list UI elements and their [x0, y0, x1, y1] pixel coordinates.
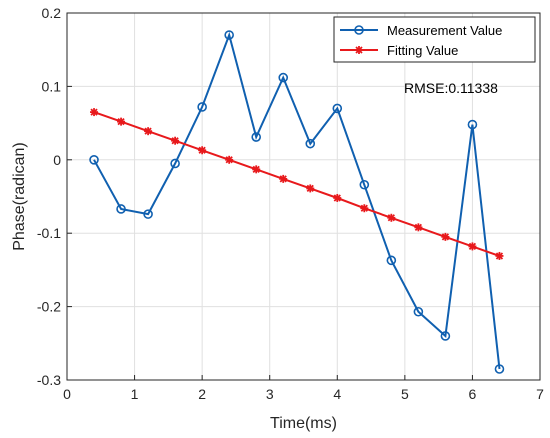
data-point	[144, 127, 153, 136]
data-point	[224, 30, 234, 40]
data-point	[89, 155, 99, 165]
data-point	[251, 132, 262, 142]
data-point	[332, 103, 343, 114]
y-tick-label: 0.2	[42, 5, 62, 21]
data-point	[170, 158, 180, 169]
data-point	[117, 117, 126, 126]
x-tick-label: 4	[333, 386, 341, 402]
series-layer	[89, 30, 505, 374]
x-tick-label: 7	[536, 386, 544, 402]
data-point	[441, 232, 450, 241]
data-point	[116, 204, 126, 214]
data-point	[359, 179, 370, 190]
y-tick-label: 0.1	[42, 78, 62, 94]
series-line	[93, 111, 500, 257]
legend: Measurement Value Fitting Value	[333, 16, 536, 63]
y-tick-label: -0.1	[37, 225, 61, 241]
data-point	[143, 209, 153, 219]
data-point	[279, 174, 288, 183]
y-tick-label: 0	[53, 152, 61, 168]
data-point	[467, 119, 478, 130]
y-axis-label: Phase(radican)	[11, 142, 28, 251]
data-point	[387, 213, 396, 222]
x-tick-label: 3	[266, 386, 274, 402]
data-point	[495, 251, 504, 260]
data-point	[306, 184, 315, 193]
series-measurement	[89, 30, 505, 374]
series-line	[93, 31, 501, 370]
legend-entry: Fitting Value	[340, 43, 458, 58]
series-fitting	[90, 108, 504, 260]
data-point	[386, 255, 397, 266]
legend-marker	[354, 25, 364, 35]
data-point	[494, 364, 505, 374]
data-point	[440, 331, 451, 341]
y-tick-label: -0.2	[37, 299, 61, 315]
rmse-annotation: RMSE:0.11338	[404, 80, 498, 96]
data-point	[171, 136, 180, 145]
grid	[67, 13, 540, 380]
data-point	[360, 204, 369, 213]
y-tick-label: -0.3	[37, 372, 61, 388]
data-point	[413, 306, 424, 317]
x-axis-label: Time(ms)	[270, 415, 337, 432]
x-tick-label: 6	[469, 386, 477, 402]
data-point	[197, 102, 207, 112]
x-tick-label: 0	[63, 386, 71, 402]
data-point	[198, 146, 207, 155]
legend-box	[333, 16, 536, 63]
x-ticks: 0 1 2 3 4 5 6 7	[63, 375, 544, 402]
legend-marker	[355, 46, 363, 54]
legend-label: Fitting Value	[387, 43, 458, 58]
x-tick-label: 1	[131, 386, 139, 402]
data-point	[333, 193, 342, 202]
data-point	[252, 165, 261, 174]
data-point	[414, 223, 423, 232]
data-point	[305, 138, 316, 149]
legend-label: Measurement Value	[387, 23, 502, 38]
x-tick-label: 2	[198, 386, 206, 402]
plot-frame	[66, 12, 541, 381]
data-point	[468, 242, 477, 251]
data-point	[225, 155, 234, 164]
x-tick-label: 5	[401, 386, 409, 402]
data-point	[278, 72, 289, 83]
legend-entry: Measurement Value	[340, 23, 502, 38]
data-point	[90, 108, 99, 117]
y-ticks: -0.3 -0.2 -0.1 0 0.1 0.2	[37, 5, 72, 388]
